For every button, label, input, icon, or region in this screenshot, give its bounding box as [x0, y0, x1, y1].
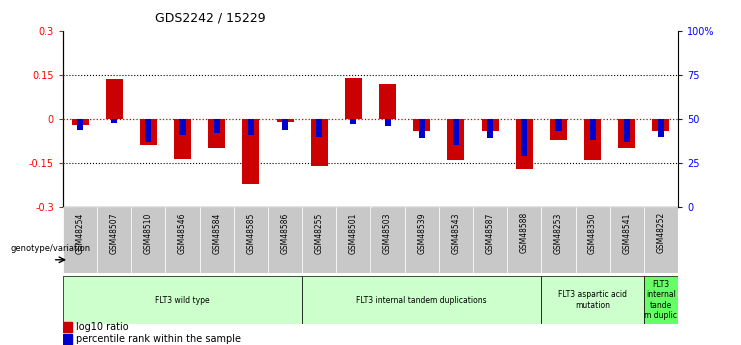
Text: FLT3 internal tandem duplications: FLT3 internal tandem duplications	[356, 296, 487, 305]
Bar	[213, 119, 220, 133]
Bar	[276, 119, 293, 122]
Bar	[521, 119, 528, 156]
Text: GSM48539: GSM48539	[417, 212, 426, 254]
Bar	[111, 119, 117, 122]
Bar	[208, 119, 225, 148]
Bar	[106, 79, 123, 119]
Bar	[542, 276, 644, 324]
Bar	[63, 322, 73, 332]
Text: GSM48510: GSM48510	[144, 212, 153, 254]
Bar	[234, 207, 268, 273]
Bar	[413, 119, 431, 131]
Text: GSM48585: GSM48585	[247, 212, 256, 254]
Bar	[448, 119, 465, 160]
Bar	[310, 119, 328, 166]
Bar	[542, 207, 576, 273]
Bar	[145, 119, 151, 142]
Bar	[302, 276, 542, 324]
Bar	[482, 119, 499, 131]
Bar	[242, 119, 259, 184]
Bar	[131, 207, 165, 273]
Text: GSM48255: GSM48255	[315, 212, 324, 254]
Bar	[584, 119, 601, 160]
Bar	[302, 207, 336, 273]
Bar	[439, 207, 473, 273]
Text: GSM48503: GSM48503	[383, 212, 392, 254]
Bar	[165, 207, 199, 273]
Bar	[336, 207, 370, 273]
Bar	[576, 207, 610, 273]
Bar	[473, 207, 507, 273]
Bar	[77, 119, 83, 130]
Bar	[350, 119, 356, 124]
Bar	[370, 207, 405, 273]
Bar	[658, 119, 664, 137]
Bar	[618, 119, 635, 148]
Text: FLT3 aspartic acid
mutation: FLT3 aspartic acid mutation	[558, 290, 627, 310]
Text: log10 ratio: log10 ratio	[76, 322, 129, 332]
Bar	[174, 119, 191, 159]
Bar	[379, 84, 396, 119]
Text: GSM48507: GSM48507	[110, 212, 119, 254]
Bar	[405, 207, 439, 273]
Bar	[550, 119, 567, 139]
Bar	[63, 334, 73, 344]
Text: GDS2242 / 15229: GDS2242 / 15229	[156, 11, 266, 24]
Bar	[199, 207, 234, 273]
Bar	[590, 119, 596, 140]
Bar	[610, 207, 644, 273]
Text: genotype/variation: genotype/variation	[10, 244, 90, 253]
Bar	[72, 119, 89, 125]
Bar	[516, 119, 533, 169]
Text: GSM48541: GSM48541	[622, 212, 631, 254]
Bar	[97, 207, 131, 273]
Text: GSM48543: GSM48543	[451, 212, 460, 254]
Text: GSM48254: GSM48254	[76, 212, 84, 254]
Bar	[385, 119, 391, 126]
Bar	[63, 276, 302, 324]
Bar	[316, 119, 322, 137]
Bar	[419, 119, 425, 138]
Bar	[247, 119, 254, 135]
Text: GSM48587: GSM48587	[485, 212, 494, 254]
Bar	[652, 119, 669, 131]
Text: GSM48546: GSM48546	[178, 212, 187, 254]
Bar	[140, 119, 157, 146]
Text: GSM48253: GSM48253	[554, 212, 563, 254]
Bar	[453, 119, 459, 146]
Text: GSM48350: GSM48350	[588, 212, 597, 254]
Text: GSM48584: GSM48584	[212, 212, 222, 254]
Text: FLT3 wild type: FLT3 wild type	[156, 296, 210, 305]
Bar	[345, 78, 362, 119]
Bar	[268, 207, 302, 273]
Bar	[282, 119, 288, 130]
Bar	[555, 119, 562, 131]
Text: percentile rank within the sample: percentile rank within the sample	[76, 334, 241, 344]
Bar	[644, 207, 678, 273]
Text: GSM48501: GSM48501	[349, 212, 358, 254]
Bar	[507, 207, 542, 273]
Text: GSM48252: GSM48252	[657, 212, 665, 254]
Text: FLT3
internal
tande
m duplic: FLT3 internal tande m duplic	[645, 280, 677, 320]
Bar	[487, 119, 494, 138]
Bar	[624, 119, 630, 142]
Bar	[63, 207, 97, 273]
Text: GSM48588: GSM48588	[519, 212, 529, 254]
Bar	[644, 276, 678, 324]
Text: GSM48586: GSM48586	[281, 212, 290, 254]
Bar	[179, 119, 186, 135]
